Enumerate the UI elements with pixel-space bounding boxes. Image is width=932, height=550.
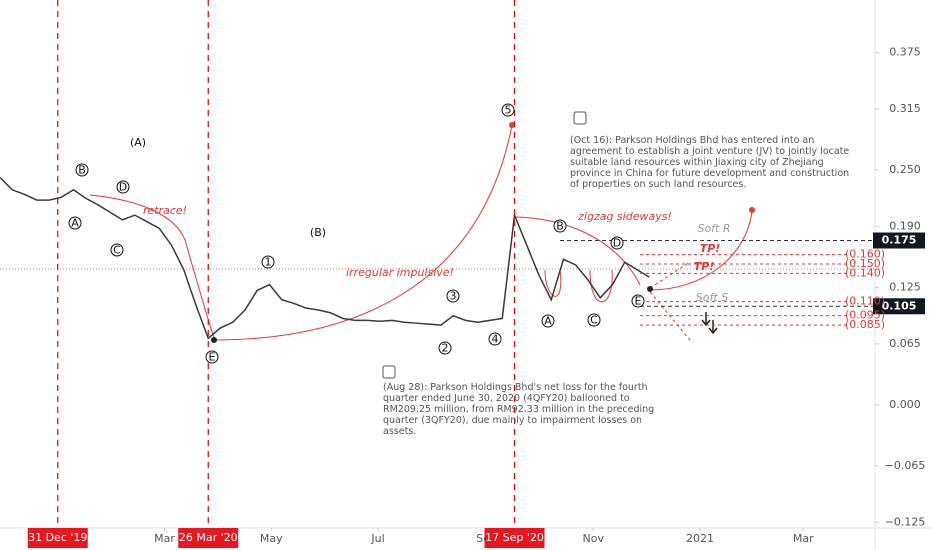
x-tick-label: Mar	[154, 532, 175, 545]
impulse-curve	[213, 124, 513, 341]
wave-circle	[110, 243, 124, 257]
wave-label: (A)	[130, 136, 146, 149]
date-marker-box	[178, 528, 239, 548]
wave-point: C	[590, 314, 598, 327]
wave-circle	[501, 103, 515, 117]
y-tick-label: 0.190	[889, 219, 921, 232]
last-dot	[647, 286, 653, 292]
peak-dot	[509, 122, 515, 128]
x-tick-label: Mar	[793, 532, 814, 545]
wave-circle	[610, 236, 624, 250]
wave-circle	[438, 341, 452, 355]
wave-point: 3	[450, 290, 457, 303]
price-tag: 0.175	[882, 234, 917, 247]
price-tag-box	[873, 298, 925, 315]
wave-point: D	[613, 237, 621, 250]
x-tick-label: May	[260, 532, 283, 545]
y-tick-label: 0.000	[889, 398, 921, 411]
date-marker-box	[27, 528, 88, 548]
target-label: (0.150)	[845, 257, 885, 270]
target-label: (0.160)	[845, 248, 885, 261]
news-icon	[573, 111, 587, 125]
note: TP!	[694, 260, 715, 273]
soft-level: Soft S	[696, 291, 728, 304]
y-tick-label: 0.250	[889, 163, 921, 176]
y-tick-label: 0.065	[889, 337, 921, 350]
wave-point: C	[113, 244, 121, 257]
wave-circle	[116, 180, 130, 194]
news-icons	[382, 111, 587, 379]
target-label: (0.085)	[845, 318, 885, 331]
wave-point: A	[544, 315, 552, 328]
note: zigzag sideways!	[577, 210, 672, 223]
wave-circle	[446, 289, 460, 303]
low-dot	[211, 337, 217, 343]
target-label: (0.140)	[845, 266, 885, 279]
x-tick-label: 2021	[686, 532, 714, 545]
wave-curves	[89, 124, 753, 341]
x-tick-label: Nov	[583, 532, 605, 545]
down-arrows	[701, 312, 718, 335]
wave-point: 1	[265, 256, 272, 269]
soft-level: Soft R	[697, 222, 730, 235]
target-dot	[749, 207, 755, 213]
wave-a-loop	[544, 269, 562, 297]
wave-point: 5	[505, 104, 512, 117]
date-marker-label: 17 Sep '20	[485, 531, 544, 544]
date-marker-label: 31 Dec '19	[28, 531, 87, 544]
date-marker-label: 26 Mar '20	[179, 531, 238, 544]
note: retrace!	[143, 204, 187, 217]
wave-circle	[541, 314, 555, 328]
price-tag-box	[873, 232, 925, 249]
news-aug: (Aug 28): Parkson Holdings Bhd's net los…	[383, 382, 655, 437]
wave-point: 2	[442, 342, 449, 355]
news-icon	[382, 365, 396, 379]
y-tick-label: 0.375	[889, 46, 921, 59]
wave-circle	[631, 294, 645, 308]
wave-circle	[488, 332, 502, 346]
wave-point: E	[209, 351, 216, 364]
wave-point: 4	[492, 333, 499, 346]
y-tick-label: 0.125	[889, 280, 921, 293]
note: irregular impulsive!	[346, 266, 454, 279]
down-arrow	[701, 312, 711, 327]
wave-circle	[261, 255, 275, 269]
wave-circle	[553, 219, 567, 233]
wave-point: B	[78, 164, 86, 177]
wave-circle	[75, 163, 89, 177]
price-tag: 0.105	[882, 299, 917, 312]
wave-circle	[68, 216, 82, 230]
wave-c-loop	[589, 269, 613, 303]
target-arrow	[649, 211, 753, 291]
wave-point: E	[635, 295, 642, 308]
y-tick-label: −0.065	[885, 459, 926, 472]
price-line	[0, 177, 650, 340]
wave-point: D	[119, 181, 127, 194]
wave-circle	[205, 350, 219, 364]
wave-point: A	[71, 217, 79, 230]
wave-circle	[587, 313, 601, 327]
wave-point: B	[556, 220, 564, 233]
x-tick-label: Jul	[370, 532, 384, 545]
note: TP!	[700, 242, 721, 255]
target-label: (0.095)	[845, 309, 885, 322]
y-tick-label: 0.315	[889, 102, 921, 115]
zigzag-curve	[514, 216, 641, 286]
retrace-curve	[89, 194, 215, 339]
target-label: (0.110)	[845, 295, 885, 308]
news-oct: (Oct 16): Parkson Holdings Bhd has enter…	[570, 135, 850, 190]
y-tick-label: −0.125	[885, 515, 926, 528]
date-marker-box	[484, 528, 545, 548]
down-arrow	[708, 320, 718, 335]
wave-label: (B)	[310, 226, 326, 239]
